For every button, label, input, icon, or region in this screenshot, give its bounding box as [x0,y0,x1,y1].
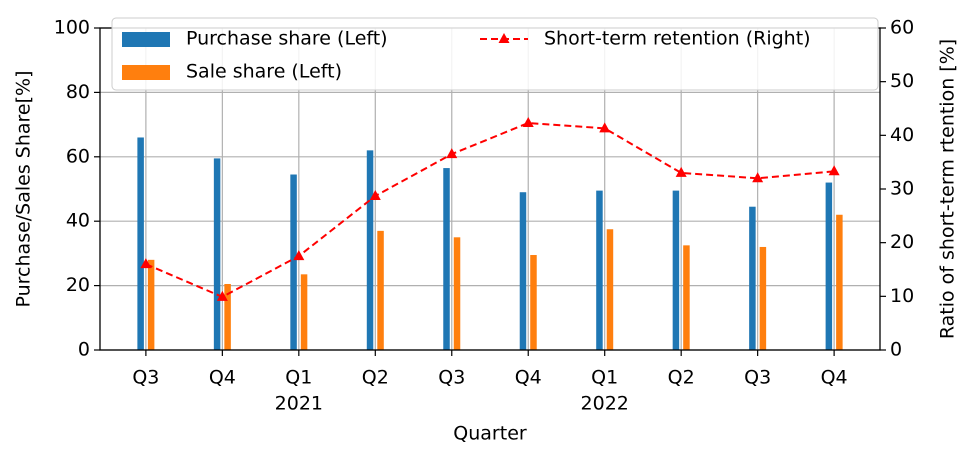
y-tick-label: 60 [66,145,90,167]
x-tick-label: Q1 [591,367,618,389]
x-tick-label: Q4 [209,367,236,389]
line [145,121,835,298]
y2-tick-label: 40 [890,124,914,146]
x-tick-label: Q4 [515,367,542,389]
x-year-label: 2021 [275,393,323,415]
bar [290,174,297,350]
bar [213,158,221,350]
line-marker [522,116,534,127]
legend-label: Sale share (Left) [186,61,342,83]
y2-tick-label: 10 [890,285,914,307]
y2-tick-label: 30 [890,178,914,200]
bar [606,229,614,350]
y-axis-label: Purchase/Sales Share[%] [13,71,35,308]
line-marker [369,189,381,200]
bar [530,255,537,350]
y-tick-label: 0 [78,339,90,361]
x-tick-label: Q2 [668,367,695,389]
line-marker [599,122,611,133]
bar [137,137,144,350]
line-marker [828,165,840,176]
bar [366,150,374,350]
y-tick-label: 40 [66,210,90,232]
bar [147,259,155,350]
bar [519,192,527,350]
y-tick-label: 80 [66,81,90,103]
legend-marker [498,33,510,43]
bar [749,206,756,350]
y2-axis-label: Ratio of short-term rtention [%] [937,39,959,339]
x-tick-label: Q4 [821,367,848,389]
x-tick-label: Q3 [438,367,465,389]
legend-label: Purchase share (Left) [186,28,388,50]
line-marker [752,172,764,183]
y2-tick-label: 60 [890,17,914,39]
bar [224,283,231,350]
line-marker [140,258,152,269]
legend-swatch [122,65,170,80]
legend-label: Short-term retention (Right) [544,28,811,50]
y-tick-label: 100 [54,17,90,39]
x-tick-label: Q3 [132,367,159,389]
x-tick-label: Q2 [362,367,389,389]
x-year-label: 2022 [581,393,629,415]
y2-tick-label: 20 [890,231,914,253]
bar [596,190,603,350]
bar [683,245,690,350]
y2-tick-label: 0 [890,339,902,361]
legend-box [111,17,879,91]
bar [836,214,843,350]
bar [453,237,461,350]
bar [377,230,384,350]
bar [300,274,308,350]
line-marker [293,250,305,261]
bar [759,246,767,350]
x-axis-label: Quarter [453,423,527,445]
bar [672,190,680,350]
y2-tick-label: 50 [890,70,914,92]
y-tick-label: 20 [66,274,90,296]
line-marker [216,290,228,301]
x-tick-label: Q1 [285,367,312,389]
legend-swatch [122,32,170,47]
bar [443,168,450,350]
line-marker [446,148,458,159]
x-tick-label: Q3 [744,367,771,389]
line-marker [675,166,687,177]
bar [825,182,833,350]
